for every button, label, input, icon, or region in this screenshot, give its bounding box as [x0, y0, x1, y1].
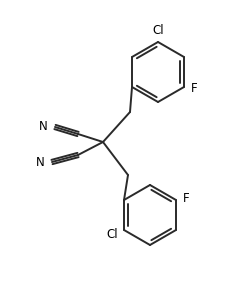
- Text: N: N: [39, 120, 48, 133]
- Text: N: N: [36, 155, 45, 169]
- Text: Cl: Cl: [106, 228, 118, 241]
- Text: Cl: Cl: [152, 25, 164, 38]
- Text: F: F: [191, 83, 197, 96]
- Text: F: F: [183, 191, 189, 204]
